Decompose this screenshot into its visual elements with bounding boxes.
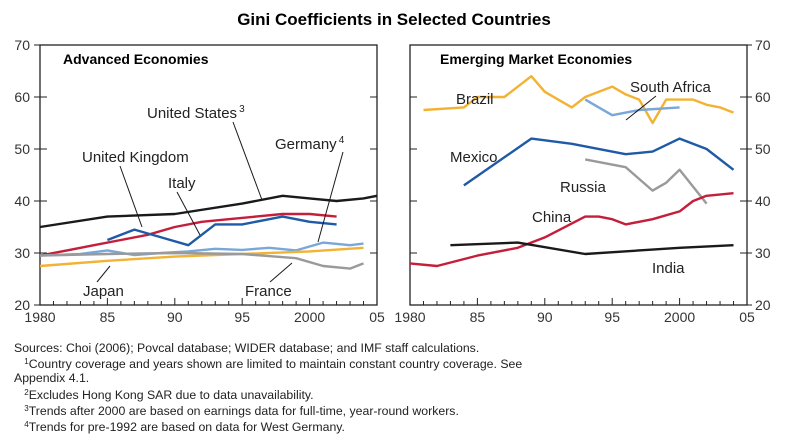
series-line-france: [39, 251, 364, 270]
panel-advanced-economies: Advanced Economies 20 30 40 50 60 70 1980 85 90 9…: [14, 37, 385, 325]
series-line-brazil: [423, 74, 734, 125]
panel-frame: [409, 44, 748, 306]
footnote-4: 4Trends for pre-1992 are based on data f…: [24, 420, 345, 435]
leader-united-kingdom: [119, 165, 143, 228]
x-tick-label: 2000: [664, 309, 695, 325]
x-tick-label: 85: [470, 309, 486, 325]
leader-france: [269, 262, 293, 283]
label-france: France: [245, 283, 292, 300]
y-tick-label: 20: [755, 297, 771, 313]
leader-japan: [96, 265, 111, 283]
x-tick-label: 1980: [394, 309, 425, 325]
y-tick-label: 60: [14, 89, 30, 105]
x-tick-label: 05: [739, 309, 755, 325]
x-tick-label: 2000: [294, 309, 325, 325]
series-line-germany: [39, 241, 364, 257]
footnote-3: 3Trends after 2000 are based on earnings…: [24, 403, 459, 418]
x-tick-label: 85: [100, 309, 116, 325]
y-tick-label: 40: [14, 193, 30, 209]
label-russia: Russia: [560, 179, 607, 196]
x-tick-label: 05: [369, 309, 385, 325]
y-tick-label: 60: [755, 89, 771, 105]
y-tick-label: 30: [755, 245, 771, 261]
footnote-1: 1Country coverage and years shown are li…: [24, 357, 523, 372]
label-united-kingdom: United Kingdom: [82, 149, 189, 166]
label-united-states: United States 3: [147, 104, 245, 122]
leader-italy: [176, 191, 201, 236]
x-tick-label: 95: [604, 309, 620, 325]
series-line-united-states: [39, 194, 378, 229]
panel-emerging-market-economies: Emerging Market Economies 20 30 40 50 60 70 19…: [394, 37, 770, 325]
y-tick-label: 50: [755, 141, 771, 157]
series-labels-emerging: Brazil South Africa Mexico Russia China …: [450, 79, 712, 277]
gini-figure: Gini Coefficients in Selected Countries …: [14, 10, 770, 325]
y-tick-label: 70: [14, 37, 30, 53]
label-italy: Italy: [168, 175, 196, 192]
label-germany: Germany 4: [275, 135, 345, 153]
label-brazil: Brazil: [456, 91, 494, 108]
label-japan: Japan: [83, 283, 124, 300]
leader-united-states: [232, 121, 263, 201]
series-line-japan: [39, 246, 364, 268]
series-line-united-kingdom: [39, 212, 337, 257]
series-line-south-africa: [584, 98, 680, 117]
label-mexico: Mexico: [450, 149, 498, 166]
series-line-china: [409, 192, 734, 268]
x-tick-label: 90: [167, 309, 183, 325]
footnote-2: 2Excludes Hong Kong SAR due to data unav…: [24, 387, 314, 402]
x-tick-label: 1980: [24, 309, 55, 325]
series-line-mexico: [463, 137, 735, 187]
y-tick-label: 50: [14, 141, 30, 157]
leader-germany: [317, 151, 344, 243]
panel-title: Advanced Economies: [63, 51, 209, 67]
series-line-russia: [584, 158, 708, 205]
label-india: India: [652, 260, 685, 277]
series-line-italy: [106, 215, 337, 247]
label-south-africa: South Africa: [630, 79, 712, 96]
y-tick-label: 30: [14, 245, 30, 261]
label-china: China: [532, 209, 572, 226]
figure-title: Gini Coefficients in Selected Countries: [237, 10, 551, 29]
footnote-1-continued: Appendix 4.1.: [14, 371, 90, 386]
sources-note: Sources: Choi (2006); Povcal database; W…: [14, 341, 480, 355]
x-tick-label: 90: [537, 309, 553, 325]
series-line-india: [450, 241, 734, 256]
panel-title: Emerging Market Economies: [440, 51, 632, 67]
figure-notes: Sources: Choi (2006); Povcal database; W…: [14, 341, 784, 434]
y-tick-label: 20: [14, 297, 30, 313]
series-labels-advanced: United States 3 United Kingdom Italy Germ…: [82, 104, 345, 300]
leader-south-africa: [625, 95, 657, 121]
x-tick-label: 95: [234, 309, 250, 325]
y-tick-label: 70: [755, 37, 771, 53]
y-tick-label: 40: [755, 193, 771, 209]
panel-frame: [39, 44, 378, 306]
